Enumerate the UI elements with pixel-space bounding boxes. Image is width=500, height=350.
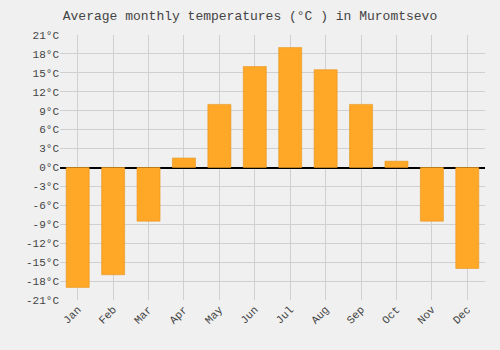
svg-text:9°C: 9°C [39, 106, 59, 118]
svg-text:Nov: Nov [415, 304, 438, 327]
svg-text:15°C: 15°C [33, 68, 60, 80]
svg-text:21°C: 21°C [33, 30, 60, 42]
svg-text:May: May [203, 304, 226, 327]
svg-text:Aug: Aug [309, 304, 331, 326]
svg-text:Feb: Feb [97, 304, 119, 326]
svg-text:Average monthly temperatures (: Average monthly temperatures (°C ) in Mu… [63, 9, 437, 24]
svg-text:-21°C: -21°C [26, 295, 59, 307]
svg-text:12°C: 12°C [33, 87, 60, 99]
svg-text:-9°C: -9°C [33, 219, 60, 231]
svg-text:-15°C: -15°C [26, 257, 59, 269]
svg-text:Jul: Jul [274, 304, 296, 326]
svg-text:18°C: 18°C [33, 49, 60, 61]
svg-text:Sep: Sep [345, 304, 367, 326]
svg-text:Jun: Jun [238, 304, 260, 326]
svg-text:6°C: 6°C [39, 124, 59, 136]
svg-text:Apr: Apr [167, 304, 189, 326]
svg-text:Mar: Mar [132, 304, 154, 326]
svg-text:-12°C: -12°C [26, 238, 59, 250]
svg-text:3°C: 3°C [39, 143, 59, 155]
svg-text:Jan: Jan [61, 304, 83, 326]
svg-text:0°C: 0°C [39, 162, 59, 174]
svg-text:-18°C: -18°C [26, 276, 59, 288]
svg-text:-3°C: -3°C [33, 181, 60, 193]
svg-text:Dec: Dec [451, 304, 473, 326]
svg-text:-6°C: -6°C [33, 200, 60, 212]
svg-text:Oct: Oct [380, 304, 402, 326]
